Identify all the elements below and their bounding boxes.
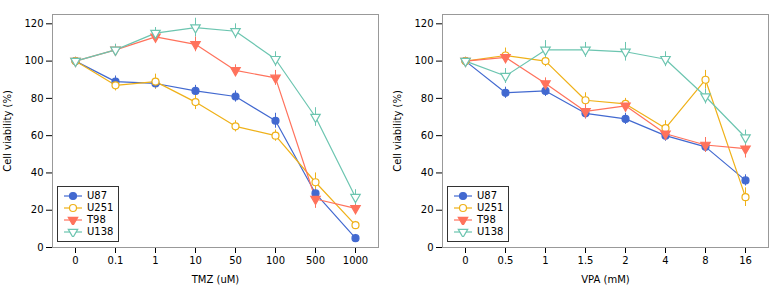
svg-text:8: 8 [702, 255, 708, 266]
html-text:U138: U138 [477, 226, 504, 237]
html-text:U138: U138 [87, 226, 114, 237]
svg-text:100: 100 [266, 255, 285, 266]
svg-text:Cell viability (%): Cell viability (%) [392, 90, 403, 172]
svg-text:20: 20 [421, 204, 434, 215]
svg-text:4: 4 [662, 255, 668, 266]
svg-text:40: 40 [31, 167, 44, 178]
svg-text:10: 10 [189, 255, 202, 266]
svg-text:0: 0 [462, 255, 468, 266]
svg-text:1000: 1000 [343, 255, 368, 266]
svg-text:50: 50 [229, 255, 242, 266]
svg-text:0: 0 [427, 242, 433, 253]
svg-text:100: 100 [24, 55, 43, 66]
html-text:U251: U251 [477, 202, 504, 213]
svg-text:1: 1 [152, 255, 158, 266]
html-text:T98: T98 [87, 214, 106, 225]
svg-text:120: 120 [24, 18, 43, 29]
svg-text:Cell viability (%): Cell viability (%) [2, 90, 13, 172]
svg-text:40: 40 [421, 167, 434, 178]
svg-text:20: 20 [31, 204, 44, 215]
svg-text:1.5: 1.5 [578, 255, 594, 266]
svg-text:1: 1 [542, 255, 548, 266]
svg-text:60: 60 [421, 130, 434, 141]
svg-text:VPA (mM): VPA (mM) [581, 274, 630, 285]
svg-text:100: 100 [414, 55, 433, 66]
svg-text:0: 0 [72, 255, 78, 266]
svg-text:80: 80 [31, 93, 44, 104]
svg-text:2: 2 [622, 255, 628, 266]
html-text:T98: T98 [477, 214, 496, 225]
svg-text:0: 0 [37, 242, 43, 253]
html-text:U87: U87 [87, 190, 107, 201]
svg-text:TMZ (uM): TMZ (uM) [191, 274, 240, 285]
html-text:U251: U251 [87, 202, 114, 213]
svg-text:120: 120 [414, 18, 433, 29]
svg-text:16: 16 [739, 255, 752, 266]
svg-text:0.1: 0.1 [108, 255, 124, 266]
svg-text:0.5: 0.5 [498, 255, 514, 266]
svg-text:80: 80 [421, 93, 434, 104]
svg-text:60: 60 [31, 130, 44, 141]
svg-text:500: 500 [306, 255, 325, 266]
html-text:U87: U87 [477, 190, 497, 201]
